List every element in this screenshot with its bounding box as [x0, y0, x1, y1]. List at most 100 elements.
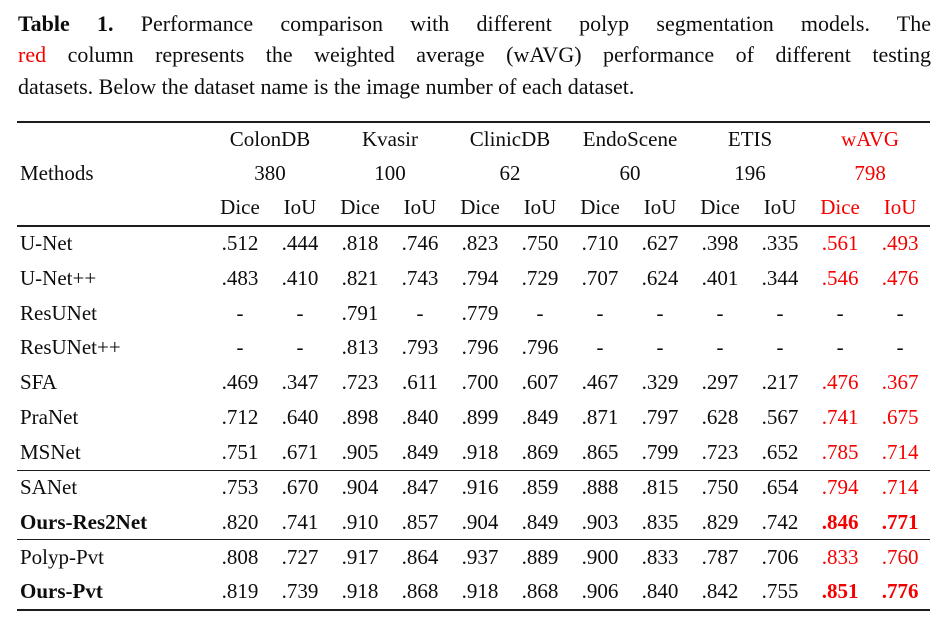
value-cell: .750 [690, 469, 751, 505]
value-cell: .840 [641, 579, 679, 604]
value-cell: .611 [402, 370, 438, 395]
value-cell: .700 [461, 370, 499, 395]
value-cell: .401 [701, 265, 739, 290]
value-cell: - [596, 335, 604, 360]
value-cell: .847 [390, 469, 451, 505]
dataset-count-kvasir: 100 [374, 161, 406, 186]
method-cell: Ours-Res2Net [20, 509, 148, 534]
dataset-count-colondb: 380 [254, 161, 286, 186]
value-cell: .297 [701, 370, 739, 395]
value-cell: - [536, 300, 544, 325]
value-cell: .851 [821, 579, 859, 604]
value-cell: .714 [881, 439, 919, 464]
table-caption: Table 1. Performance comparison with dif… [18, 8, 931, 102]
dataset-header-clinicdb: ClinicDB [469, 127, 551, 152]
performance-table: Methods ColonDB Kvasir ClinicDB EndoScen… [17, 121, 931, 611]
dataset-header-colondb: ColonDB [229, 127, 311, 152]
value-cell: .904 [330, 469, 391, 505]
caption-red-word: red [18, 42, 47, 68]
value-cell: - [656, 300, 664, 325]
table-header: Methods ColonDB Kvasir ClinicDB EndoScen… [17, 122, 931, 226]
caption-table-label: Table 1. [18, 11, 114, 36]
dataset-count-wavg: 798 [854, 161, 886, 186]
metric-header-iou: IoU [643, 195, 677, 220]
value-cell: - [896, 335, 904, 360]
value-cell: .607 [521, 370, 559, 395]
metric-header-dice-wavg: Dice [820, 195, 860, 220]
value-cell: .398 [701, 231, 739, 256]
value-cell: .829 [701, 509, 739, 534]
value-cell: .918 [461, 439, 499, 464]
value-cell: .904 [461, 509, 499, 534]
value-cell: .821 [341, 265, 379, 290]
value-cell: .723 [701, 439, 739, 464]
caption-line-3: datasets. Below the dataset name is the … [18, 71, 931, 102]
dataset-count-clinicdb: 62 [499, 161, 521, 186]
method-cell: MSNet [20, 439, 81, 464]
value-cell: - [716, 335, 724, 360]
dataset-header-kvasir: Kvasir [362, 127, 419, 152]
value-cell: .871 [581, 405, 619, 430]
value-cell: - [776, 335, 784, 360]
value-cell: .444 [281, 231, 319, 256]
value-cell: .916 [450, 469, 511, 505]
value-cell: .918 [341, 579, 379, 604]
value-cell: .869 [521, 439, 559, 464]
value-cell: .469 [221, 370, 259, 395]
value-cell: .799 [641, 439, 679, 464]
value-cell: .755 [761, 579, 799, 604]
value-cell: .849 [521, 509, 559, 534]
value-cell: .367 [881, 370, 919, 395]
methods-header: Methods [20, 161, 94, 186]
value-cell: .344 [761, 265, 799, 290]
value-cell: .467 [581, 370, 619, 395]
value-cell: .741 [281, 509, 319, 534]
value-cell: .483 [221, 265, 259, 290]
value-cell: .937 [450, 539, 511, 575]
value-cell: .512 [221, 231, 259, 256]
value-cell: - [836, 335, 844, 360]
value-cell: .906 [581, 579, 619, 604]
value-cell: .546 [821, 265, 859, 290]
method-cell: PraNet [20, 405, 79, 430]
value-cell: .846 [821, 509, 859, 534]
value-cell: .743 [401, 265, 439, 290]
value-cell: .849 [401, 439, 439, 464]
value-cell: .742 [761, 509, 799, 534]
metric-header-iou-wavg: IoU [883, 195, 917, 220]
value-cell: .905 [341, 439, 379, 464]
value-cell: - [836, 300, 844, 325]
value-cell: .217 [761, 370, 799, 395]
value-cell: .739 [281, 579, 319, 604]
value-cell: .710 [581, 231, 619, 256]
value-cell: .898 [341, 405, 379, 430]
table-row: ResUNet - - .791 - .779 - - - - - - - [17, 296, 930, 331]
value-cell: .628 [701, 405, 739, 430]
value-cell: - [656, 335, 664, 360]
dataset-header-etis: ETIS [727, 127, 773, 152]
metric-header-dice: Dice [700, 195, 740, 220]
metric-header-iou: IoU [403, 195, 437, 220]
value-cell: - [236, 300, 244, 325]
value-cell: .347 [281, 370, 319, 395]
method-cell: SFA [20, 370, 57, 395]
value-cell: .741 [821, 405, 859, 430]
value-cell: .842 [701, 579, 739, 604]
value-cell: .493 [881, 231, 919, 256]
value-cell: .567 [761, 405, 799, 430]
table-row: SFA .469 .347 .723 .611 .700 .607 .467 .329 .297.… [17, 365, 930, 400]
table-row: U-Net .512 .444 .818 .746 .823 .750 .710 .627 .39… [17, 226, 930, 261]
value-cell: .823 [461, 231, 499, 256]
metric-header-dice: Dice [580, 195, 620, 220]
value-cell: .753 [210, 469, 270, 505]
value-cell: - [776, 300, 784, 325]
value-cell: .857 [401, 509, 439, 534]
caption-line-1-text: Performance comparison with different po… [140, 11, 931, 36]
value-cell: .771 [881, 509, 919, 534]
table-row: MSNet .751 .671 .905 .849 .918 .869 .865 .799 .72… [17, 435, 930, 470]
table-row: Ours-Pvt .819 .739 .918 .868 .918 .868 .906 .840… [17, 575, 930, 610]
caption-line-3-text: datasets. Below the dataset name is the … [18, 73, 635, 99]
dataset-header-endoscene: EndoScene [582, 127, 678, 152]
value-cell: .640 [281, 405, 319, 430]
value-cell: .760 [870, 539, 931, 575]
